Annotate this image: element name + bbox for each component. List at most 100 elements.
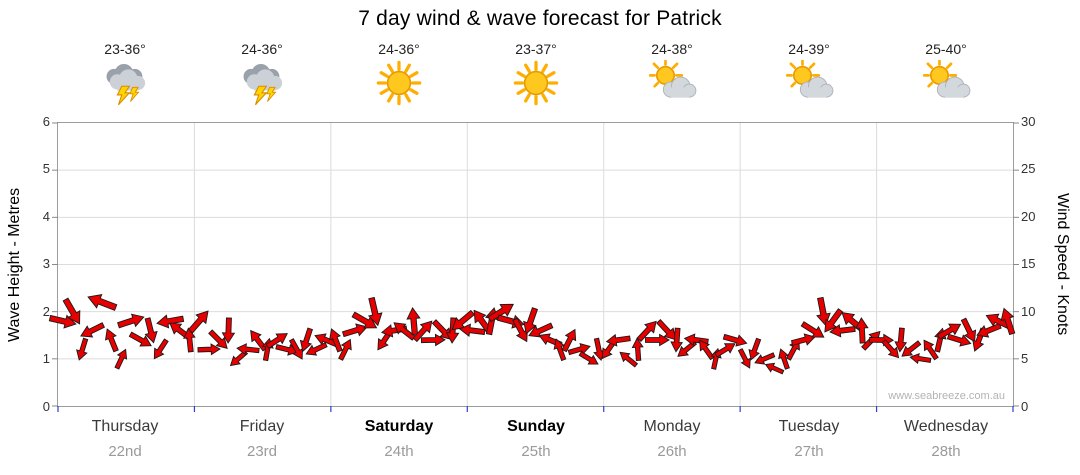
wind-arrow (156, 314, 185, 329)
temp-range-monday: 24-38° (651, 41, 693, 57)
day-label-tuesday: Tuesday (778, 418, 840, 435)
wind-arrow (561, 328, 577, 353)
wind-tick-25: 25 (1021, 161, 1036, 176)
weather-icon-tuesday (781, 59, 837, 108)
sun-cloud-icon (648, 59, 697, 98)
wind-arrow (329, 328, 343, 353)
wind-arrow (567, 343, 591, 356)
day-label-friday: Friday (239, 418, 285, 435)
wind-arrow (128, 331, 152, 347)
wind-arrow (275, 343, 299, 356)
wind-arrow (458, 323, 486, 337)
wind-arrow (670, 327, 684, 353)
wind-arrow (946, 333, 972, 347)
wind-arrow (236, 343, 260, 356)
date-label-tuesday: 27th (794, 443, 824, 460)
wave-tick-6: 6 (42, 114, 50, 129)
wind-arrow (487, 303, 515, 323)
temp-range-wednesday: 25-40° (925, 41, 967, 57)
date-label-friday: 23rd (246, 443, 278, 460)
day-label-monday: Monday (643, 418, 701, 435)
sun-rays (513, 60, 559, 106)
wind-arrow (153, 338, 169, 360)
wind-arrow (412, 320, 433, 343)
wind-arrow (114, 348, 128, 370)
wind-arrow (714, 343, 736, 358)
wind-arrow (619, 351, 639, 368)
day-label-saturday: Saturday (364, 418, 434, 435)
wave-tick-4: 4 (42, 209, 50, 224)
wind-arrow (605, 333, 631, 347)
wind-arrow (406, 306, 421, 336)
cloud-base (944, 87, 964, 98)
wind-arrow (341, 323, 368, 338)
wind-arrow (855, 317, 869, 344)
weather-icon-friday (234, 60, 290, 108)
wind-arrow (265, 333, 288, 350)
wind-arrow (593, 337, 606, 362)
chart-plot-area: www.seabreeze.com.au (48, 122, 1019, 412)
wind-arrow (288, 338, 303, 360)
wave-tick-0: 0 (42, 399, 50, 414)
wind-arrow (829, 324, 856, 338)
wind-arrow (338, 338, 352, 361)
wind-arrow (578, 351, 599, 365)
weather-icon-wednesday (918, 59, 974, 108)
lightning-bolt-small (129, 86, 140, 102)
wind-arrow (451, 309, 475, 331)
temp-range-saturday: 24-36° (378, 41, 420, 57)
watermark: www.seabreeze.com.au (888, 390, 1005, 402)
wind-tick-0: 0 (1021, 399, 1029, 414)
wind-tick-20: 20 (1021, 209, 1036, 224)
wave-tick-1: 1 (42, 351, 50, 366)
wind-tick-5: 5 (1021, 351, 1029, 366)
wind-arrow (722, 333, 748, 347)
cloud-base (807, 87, 827, 98)
wind-arrow (299, 327, 313, 353)
sun-rays (785, 59, 821, 88)
wind-arrow (800, 321, 825, 338)
temp-range-sunday: 23-37° (515, 41, 557, 57)
wind-arrow (901, 340, 922, 357)
thunderstorm-icon (243, 63, 283, 106)
date-label-wednesday: 28th (931, 443, 961, 460)
wind-arrow (764, 362, 785, 375)
wind-arrow (937, 323, 962, 340)
wind-arrow (80, 322, 106, 338)
wind-arrow (553, 338, 567, 362)
wave-tick-3: 3 (42, 256, 50, 271)
wind-arrow (528, 322, 554, 338)
wind-arrow (636, 320, 657, 342)
wind-arrow (183, 327, 196, 353)
date-label-saturday: 24th (384, 443, 414, 460)
wind-arrow (305, 342, 328, 356)
wind-arrow (445, 317, 460, 344)
day-label-sunday: Sunday (507, 418, 565, 435)
wind-arrow (351, 311, 378, 329)
wind-arrow (221, 317, 236, 344)
wind-arrow (631, 337, 644, 362)
wind-arrow (187, 310, 209, 334)
cloud-base (670, 87, 690, 98)
wind-arrow (208, 329, 228, 349)
wind-arrow (748, 337, 762, 361)
wind-axis-label: Wind Speed - Knots (1054, 193, 1071, 336)
sun-icon (513, 60, 559, 106)
wind-arrow (62, 297, 81, 325)
wind-arrow (512, 317, 528, 343)
sun-cloud-icon (785, 59, 834, 98)
weather-icon-saturday (371, 60, 427, 108)
wind-arrow (76, 337, 89, 361)
wind-arrow (656, 319, 677, 341)
wind-arrow (824, 308, 844, 333)
sun-cloud-icon (922, 59, 971, 98)
wind-arrow (48, 314, 77, 329)
temp-range-friday: 24-36° (241, 41, 283, 57)
sun-disc (655, 65, 675, 85)
wind-arrows-chart (48, 122, 1019, 412)
day-label-thursday: Thursday (91, 418, 159, 435)
wind-arrow (881, 339, 900, 359)
wind-arrow (431, 319, 453, 341)
wind-arrow (197, 343, 221, 356)
